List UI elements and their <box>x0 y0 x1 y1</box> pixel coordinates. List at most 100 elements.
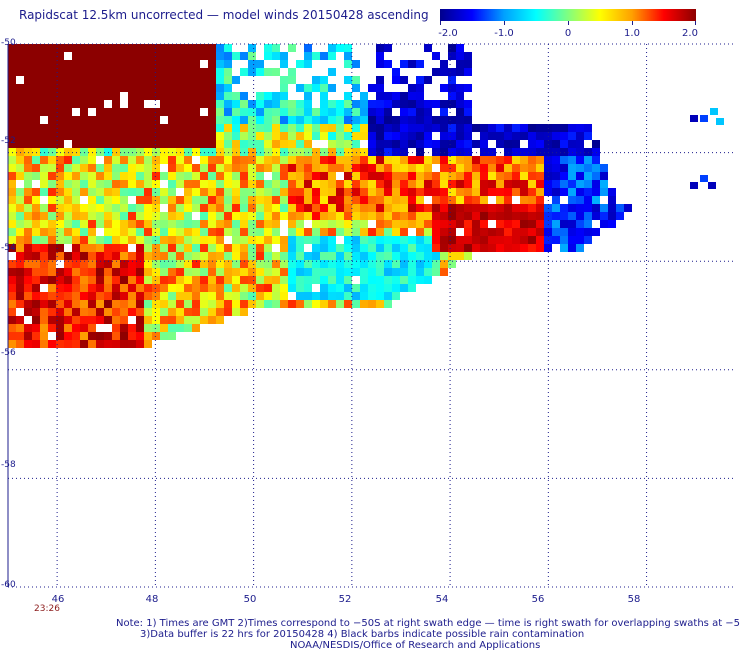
wind-cell <box>112 124 120 132</box>
wind-cell <box>224 268 232 276</box>
wind-cell <box>72 308 80 316</box>
wind-cell <box>344 244 352 252</box>
wind-cell <box>256 180 264 188</box>
wind-cell <box>376 140 384 148</box>
wind-cell <box>272 148 280 156</box>
wind-cell <box>472 188 480 196</box>
wind-cell <box>64 68 72 76</box>
wind-cell <box>72 140 80 148</box>
wind-cell <box>280 276 288 284</box>
wind-cell <box>48 340 56 348</box>
wind-cell <box>536 188 544 196</box>
wind-cell <box>416 140 424 148</box>
wind-cell <box>480 164 488 172</box>
wind-cell <box>576 188 584 196</box>
wind-cell <box>304 164 312 172</box>
wind-cell <box>288 236 296 244</box>
wind-cell <box>192 180 200 188</box>
wind-cell <box>288 196 296 204</box>
wind-cell <box>48 180 56 188</box>
wind-cell <box>16 316 24 324</box>
wind-cell <box>336 116 344 124</box>
wind-cell <box>256 156 264 164</box>
wind-cell <box>256 172 264 180</box>
wind-cell <box>216 140 224 148</box>
wind-cell <box>64 252 72 260</box>
wind-cell <box>400 60 408 68</box>
wind-cell <box>264 52 272 60</box>
wind-cell <box>512 140 520 148</box>
wind-cell <box>264 148 272 156</box>
lat-label: -54 <box>1 243 16 253</box>
wind-cell <box>552 236 560 244</box>
wind-cell <box>384 204 392 212</box>
wind-cell <box>144 124 152 132</box>
wind-cell <box>520 124 528 132</box>
wind-cell <box>328 44 336 52</box>
wind-cell <box>256 100 264 108</box>
wind-cell <box>112 332 120 340</box>
wind-cell <box>40 244 48 252</box>
wind-cell <box>200 204 208 212</box>
wind-cell <box>112 116 120 124</box>
wind-cell <box>160 124 168 132</box>
wind-cell <box>40 132 48 140</box>
wind-cell <box>192 60 200 68</box>
wind-cell <box>216 100 224 108</box>
wind-cell <box>64 108 72 116</box>
wind-cell <box>144 60 152 68</box>
wind-cell <box>496 244 504 252</box>
wind-cell <box>248 236 256 244</box>
wind-cell <box>208 156 216 164</box>
wind-cell <box>504 204 512 212</box>
wind-cell <box>312 76 320 84</box>
wind-cell <box>56 340 64 348</box>
wind-cell <box>48 148 56 156</box>
wind-cell <box>176 68 184 76</box>
wind-cell <box>536 180 544 188</box>
wind-cell <box>56 300 64 308</box>
wind-cell <box>88 300 96 308</box>
wind-cell <box>456 188 464 196</box>
wind-cell <box>272 44 280 52</box>
wind-cell <box>392 204 400 212</box>
wind-cell <box>520 188 528 196</box>
wind-cell <box>280 212 288 220</box>
wind-cell <box>264 44 272 52</box>
wind-cell <box>72 244 80 252</box>
wind-cell <box>48 116 56 124</box>
wind-cell <box>8 332 16 340</box>
wind-cell <box>104 92 112 100</box>
wind-cell <box>352 252 360 260</box>
wind-cell <box>480 156 488 164</box>
wind-cell <box>208 252 216 260</box>
wind-cell <box>48 268 56 276</box>
wind-cell <box>312 188 320 196</box>
wind-cell <box>488 228 496 236</box>
wind-cell <box>16 132 24 140</box>
wind-cell <box>32 308 40 316</box>
wind-cell <box>240 124 248 132</box>
wind-cell <box>16 44 24 52</box>
wind-cell <box>160 292 168 300</box>
wind-cell <box>16 116 24 124</box>
wind-cell <box>112 68 120 76</box>
wind-cell <box>112 252 120 260</box>
wind-cell <box>136 236 144 244</box>
wind-cell <box>8 340 16 348</box>
wind-cell <box>256 276 264 284</box>
wind-cell <box>408 116 416 124</box>
wind-cell <box>240 148 248 156</box>
wind-cell <box>104 252 112 260</box>
wind-cell <box>328 260 336 268</box>
wind-cell <box>120 76 128 84</box>
wind-cell <box>256 260 264 268</box>
wind-cell <box>584 180 592 188</box>
wind-cell <box>56 172 64 180</box>
wind-cell <box>304 180 312 188</box>
wind-cell <box>96 284 104 292</box>
wind-cell <box>232 116 240 124</box>
wind-cell <box>8 292 16 300</box>
wind-cell <box>296 156 304 164</box>
wind-cell <box>208 284 216 292</box>
